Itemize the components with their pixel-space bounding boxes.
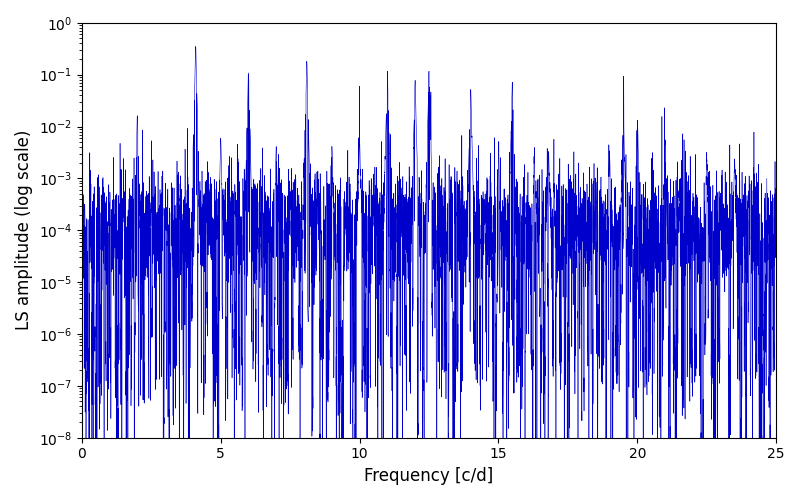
X-axis label: Frequency [c/d]: Frequency [c/d] <box>364 467 494 485</box>
Y-axis label: LS amplitude (log scale): LS amplitude (log scale) <box>15 130 33 330</box>
